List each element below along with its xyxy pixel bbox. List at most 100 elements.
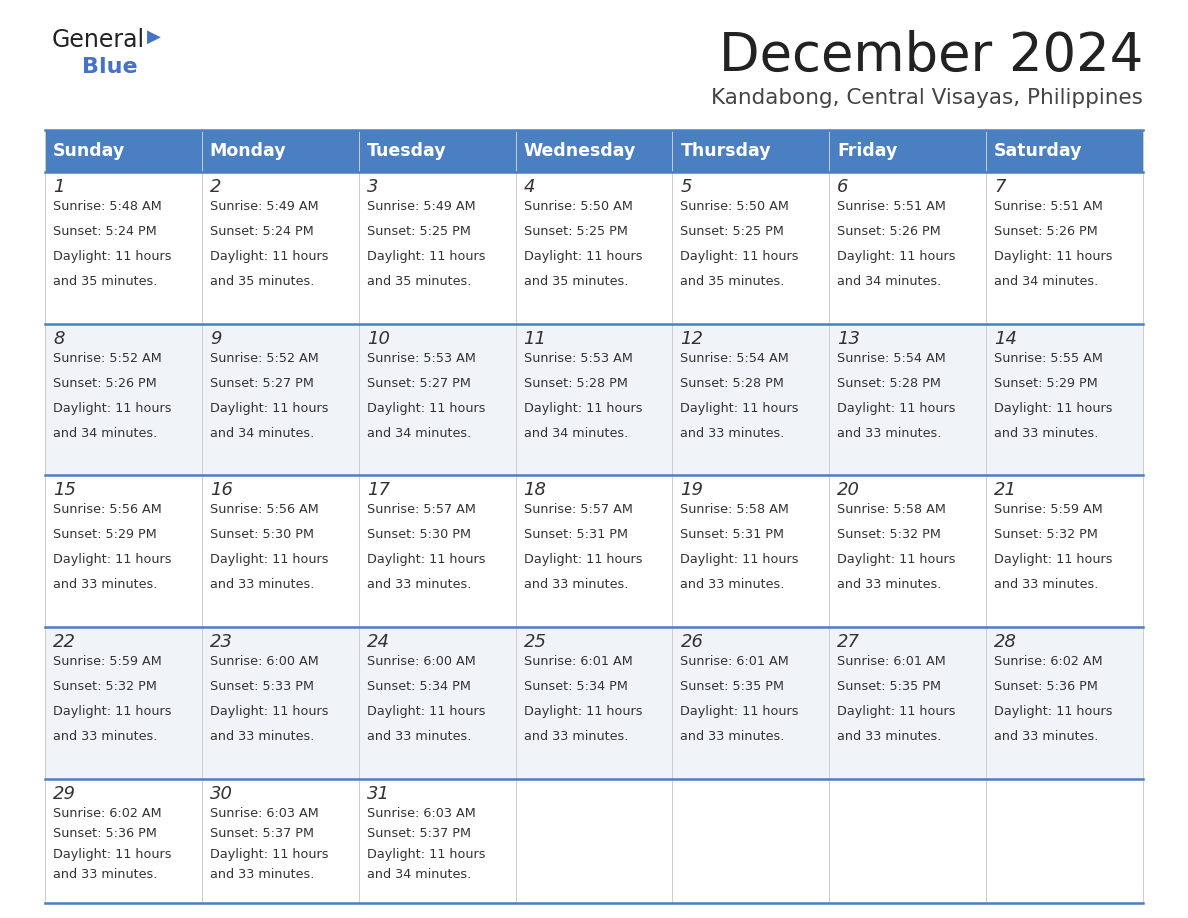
Text: Sunset: 5:30 PM: Sunset: 5:30 PM [210,529,314,542]
Text: and 33 minutes.: and 33 minutes. [681,578,785,591]
Bar [45,130,1143,172]
Text: 18: 18 [524,481,546,499]
Text: Sunset: 5:37 PM: Sunset: 5:37 PM [367,827,470,840]
Text: Sunrise: 5:48 AM: Sunrise: 5:48 AM [53,200,162,213]
Text: Daylight: 11 hours: Daylight: 11 hours [838,250,956,263]
Text: Sunset: 5:28 PM: Sunset: 5:28 PM [681,376,784,389]
Text: Daylight: 11 hours: Daylight: 11 hours [210,705,328,718]
Text: Sunset: 5:32 PM: Sunset: 5:32 PM [994,529,1098,542]
Text: Sunrise: 5:53 AM: Sunrise: 5:53 AM [367,352,475,364]
Text: Sunday: Sunday [53,142,125,160]
Text: Thursday: Thursday [681,142,771,160]
Text: Daylight: 11 hours: Daylight: 11 hours [838,705,956,718]
Text: Sunrise: 6:00 AM: Sunrise: 6:00 AM [367,655,475,668]
Text: Daylight: 11 hours: Daylight: 11 hours [53,705,171,718]
Text: Sunset: 5:37 PM: Sunset: 5:37 PM [210,827,314,840]
Text: 15: 15 [53,481,76,499]
Text: Sunset: 5:35 PM: Sunset: 5:35 PM [838,680,941,693]
Text: Sunset: 5:26 PM: Sunset: 5:26 PM [838,225,941,238]
Text: Kandabong, Central Visayas, Philippines: Kandabong, Central Visayas, Philippines [712,88,1143,108]
Text: and 33 minutes.: and 33 minutes. [210,578,315,591]
Text: and 33 minutes.: and 33 minutes. [524,578,628,591]
Text: Sunset: 5:25 PM: Sunset: 5:25 PM [367,225,470,238]
Text: and 33 minutes.: and 33 minutes. [53,868,157,881]
Text: 7: 7 [994,178,1006,196]
Text: Sunrise: 5:50 AM: Sunrise: 5:50 AM [524,200,632,213]
Text: 31: 31 [367,785,390,802]
Text: and 33 minutes.: and 33 minutes. [210,730,315,743]
Text: General: General [52,28,145,52]
Text: and 33 minutes.: and 33 minutes. [994,578,1099,591]
Text: Daylight: 11 hours: Daylight: 11 hours [838,554,956,566]
Text: Sunrise: 5:56 AM: Sunrise: 5:56 AM [53,503,162,516]
Text: and 33 minutes.: and 33 minutes. [524,730,628,743]
Text: 1: 1 [53,178,64,196]
Text: 10: 10 [367,330,390,348]
Text: Sunrise: 5:51 AM: Sunrise: 5:51 AM [994,200,1102,213]
Text: Sunrise: 5:52 AM: Sunrise: 5:52 AM [210,352,318,364]
Text: Sunset: 5:29 PM: Sunset: 5:29 PM [53,529,157,542]
Text: 25: 25 [524,633,546,651]
Text: Daylight: 11 hours: Daylight: 11 hours [367,554,485,566]
Text: Sunrise: 6:02 AM: Sunrise: 6:02 AM [53,807,162,820]
Text: Sunset: 5:34 PM: Sunset: 5:34 PM [367,680,470,693]
Text: Daylight: 11 hours: Daylight: 11 hours [53,250,171,263]
Text: Sunrise: 5:57 AM: Sunrise: 5:57 AM [524,503,632,516]
Text: Daylight: 11 hours: Daylight: 11 hours [838,402,956,415]
Text: Daylight: 11 hours: Daylight: 11 hours [681,402,798,415]
Text: 24: 24 [367,633,390,651]
Text: Sunset: 5:26 PM: Sunset: 5:26 PM [53,376,157,389]
Text: Sunrise: 5:59 AM: Sunrise: 5:59 AM [53,655,162,668]
Text: Sunrise: 5:55 AM: Sunrise: 5:55 AM [994,352,1102,364]
Text: Sunrise: 5:50 AM: Sunrise: 5:50 AM [681,200,789,213]
Text: 11: 11 [524,330,546,348]
Bar [45,172,1143,324]
Text: Sunrise: 5:58 AM: Sunrise: 5:58 AM [838,503,946,516]
Text: Sunset: 5:32 PM: Sunset: 5:32 PM [838,529,941,542]
Text: Sunrise: 6:01 AM: Sunrise: 6:01 AM [524,655,632,668]
Text: and 33 minutes.: and 33 minutes. [53,578,157,591]
Text: 14: 14 [994,330,1017,348]
Text: Sunset: 5:25 PM: Sunset: 5:25 PM [681,225,784,238]
Text: 8: 8 [53,330,64,348]
Bar [45,324,1143,476]
Text: Daylight: 11 hours: Daylight: 11 hours [681,250,798,263]
Text: 27: 27 [838,633,860,651]
Text: Friday: Friday [838,142,898,160]
Text: Sunrise: 5:54 AM: Sunrise: 5:54 AM [681,352,789,364]
Text: 23: 23 [210,633,233,651]
Text: and 33 minutes.: and 33 minutes. [681,427,785,440]
Text: 20: 20 [838,481,860,499]
Text: and 35 minutes.: and 35 minutes. [524,275,628,288]
Text: 6: 6 [838,178,848,196]
Text: and 34 minutes.: and 34 minutes. [367,868,470,881]
Text: and 35 minutes.: and 35 minutes. [367,275,472,288]
Text: Sunrise: 5:51 AM: Sunrise: 5:51 AM [838,200,946,213]
Text: Daylight: 11 hours: Daylight: 11 hours [994,402,1113,415]
Text: Sunset: 5:30 PM: Sunset: 5:30 PM [367,529,470,542]
Text: Sunset: 5:31 PM: Sunset: 5:31 PM [524,529,627,542]
Text: and 33 minutes.: and 33 minutes. [367,578,472,591]
Text: Sunrise: 6:00 AM: Sunrise: 6:00 AM [210,655,318,668]
Text: Sunset: 5:34 PM: Sunset: 5:34 PM [524,680,627,693]
Text: Daylight: 11 hours: Daylight: 11 hours [524,554,642,566]
Text: Daylight: 11 hours: Daylight: 11 hours [210,250,328,263]
Text: and 33 minutes.: and 33 minutes. [838,578,942,591]
Text: and 34 minutes.: and 34 minutes. [210,427,314,440]
Text: Sunset: 5:36 PM: Sunset: 5:36 PM [994,680,1098,693]
Text: Sunset: 5:27 PM: Sunset: 5:27 PM [210,376,314,389]
Text: Sunset: 5:35 PM: Sunset: 5:35 PM [681,680,784,693]
Text: Sunset: 5:32 PM: Sunset: 5:32 PM [53,680,157,693]
Text: 4: 4 [524,178,535,196]
Text: 29: 29 [53,785,76,802]
Text: Sunrise: 6:01 AM: Sunrise: 6:01 AM [838,655,946,668]
Text: 2: 2 [210,178,221,196]
Text: and 33 minutes.: and 33 minutes. [838,730,942,743]
Text: 28: 28 [994,633,1017,651]
Text: Daylight: 11 hours: Daylight: 11 hours [367,847,485,861]
Text: Sunrise: 5:57 AM: Sunrise: 5:57 AM [367,503,475,516]
Text: Daylight: 11 hours: Daylight: 11 hours [994,705,1113,718]
Text: Monday: Monday [210,142,286,160]
Text: and 34 minutes.: and 34 minutes. [994,275,1099,288]
Text: Daylight: 11 hours: Daylight: 11 hours [367,402,485,415]
